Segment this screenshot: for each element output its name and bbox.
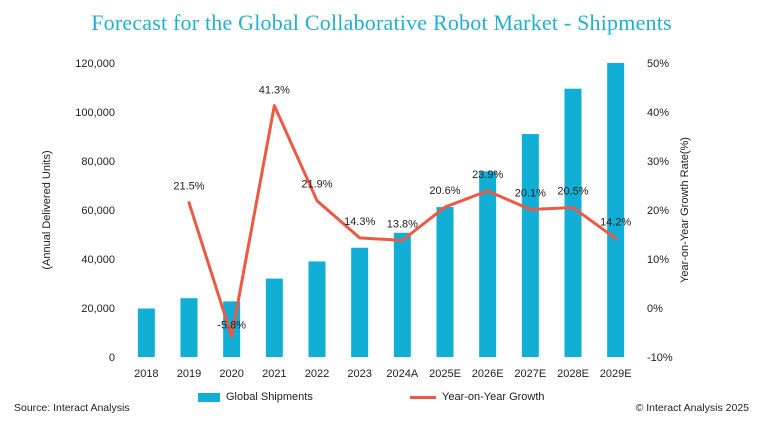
growth-data-label: 21.5% bbox=[173, 181, 204, 193]
growth-point-2021 bbox=[273, 105, 275, 107]
x-tick-label: 2027E bbox=[514, 368, 546, 380]
growth-point-2028E bbox=[572, 207, 574, 209]
x-tick-label: 2026E bbox=[472, 368, 504, 380]
y2-tick-label: 50% bbox=[647, 58, 669, 70]
growth-point-2026E bbox=[487, 190, 489, 192]
legend-bar-swatch bbox=[198, 392, 220, 402]
growth-point-2023 bbox=[359, 237, 361, 239]
bar-2023 bbox=[351, 247, 369, 357]
legend-label-growth: Year-on-Year Growth bbox=[442, 391, 545, 403]
growth-data-label: 14.2% bbox=[600, 216, 631, 228]
growth-point-2025E bbox=[444, 206, 446, 208]
growth-point-2024A bbox=[401, 239, 403, 241]
growth-data-label: 23.9% bbox=[472, 169, 503, 181]
growth-data-label: 20.6% bbox=[429, 185, 460, 197]
y2-tick-label: -10% bbox=[647, 352, 673, 364]
bar-2018 bbox=[137, 308, 155, 357]
y-tick-label: 120,000 bbox=[75, 58, 115, 70]
growth-data-label: -5.8% bbox=[217, 319, 246, 331]
legend-label-shipments: Global Shipments bbox=[226, 391, 313, 403]
source-note: Source: Interact Analysis bbox=[14, 402, 130, 414]
growth-point-2027E bbox=[529, 209, 531, 211]
y-tick-label: 60,000 bbox=[81, 205, 115, 217]
y2-tick-label: 40% bbox=[647, 107, 669, 119]
x-tick-label: 2019 bbox=[177, 368, 201, 380]
x-tick-label: 2025E bbox=[429, 368, 461, 380]
x-tick-label: 2020 bbox=[219, 368, 243, 380]
x-tick-label: 2023 bbox=[347, 368, 371, 380]
growth-point-2020 bbox=[231, 335, 233, 337]
legend-item-growth: Year-on-Year Growth bbox=[410, 391, 545, 403]
growth-data-label: 14.3% bbox=[344, 216, 375, 228]
legend-item-shipments: Global Shipments bbox=[198, 391, 313, 403]
bar-2024A bbox=[393, 232, 411, 357]
y-tick-label: 40,000 bbox=[81, 254, 115, 266]
x-tick-label: 2022 bbox=[305, 368, 329, 380]
y-axis-title: (Annual Delivered Units) bbox=[41, 150, 53, 269]
bar-2025E bbox=[436, 207, 454, 357]
y2-tick-label: 0% bbox=[647, 303, 663, 315]
bar-2027E bbox=[521, 134, 539, 357]
y2-tick-label: 10% bbox=[647, 254, 669, 266]
legend-line-swatch bbox=[410, 395, 436, 399]
y2-axis-title: Year-on-Year Growth Rate(%) bbox=[679, 137, 691, 283]
growth-point-2022 bbox=[316, 200, 318, 202]
bar-2019 bbox=[180, 298, 198, 357]
growth-point-2029E bbox=[615, 237, 617, 239]
bar-2026E bbox=[479, 171, 497, 357]
x-tick-label: 2018 bbox=[134, 368, 158, 380]
x-tick-label: 2028E bbox=[557, 368, 589, 380]
growth-point-2019 bbox=[188, 202, 190, 204]
growth-data-label: 41.3% bbox=[259, 85, 290, 97]
chart-title: Forecast for the Global Collaborative Ro… bbox=[91, 10, 672, 35]
y-tick-label: 100,000 bbox=[75, 107, 115, 119]
growth-data-label: 13.8% bbox=[387, 218, 418, 230]
y-tick-label: 20,000 bbox=[81, 303, 115, 315]
x-tick-label: 2021 bbox=[262, 368, 286, 380]
growth-data-label: 21.9% bbox=[301, 179, 332, 191]
y2-tick-label: 20% bbox=[647, 205, 669, 217]
legend: Global Shipments Year-on-Year Growth bbox=[0, 391, 763, 407]
bar-2021 bbox=[265, 278, 283, 357]
bar-2029E bbox=[607, 63, 625, 357]
y-tick-label: 80,000 bbox=[81, 156, 115, 168]
growth-data-label: 20.1% bbox=[515, 188, 546, 200]
x-tick-label: 2024A bbox=[386, 368, 418, 380]
y2-tick-label: 30% bbox=[647, 156, 669, 168]
x-tick-label: 2029E bbox=[600, 368, 632, 380]
y-tick-label: 0 bbox=[109, 352, 115, 364]
copyright-note: © Interact Analysis 2025 bbox=[635, 402, 749, 414]
growth-data-label: 20.5% bbox=[557, 186, 588, 198]
bar-2028E bbox=[564, 88, 582, 357]
bar-2022 bbox=[308, 261, 326, 357]
